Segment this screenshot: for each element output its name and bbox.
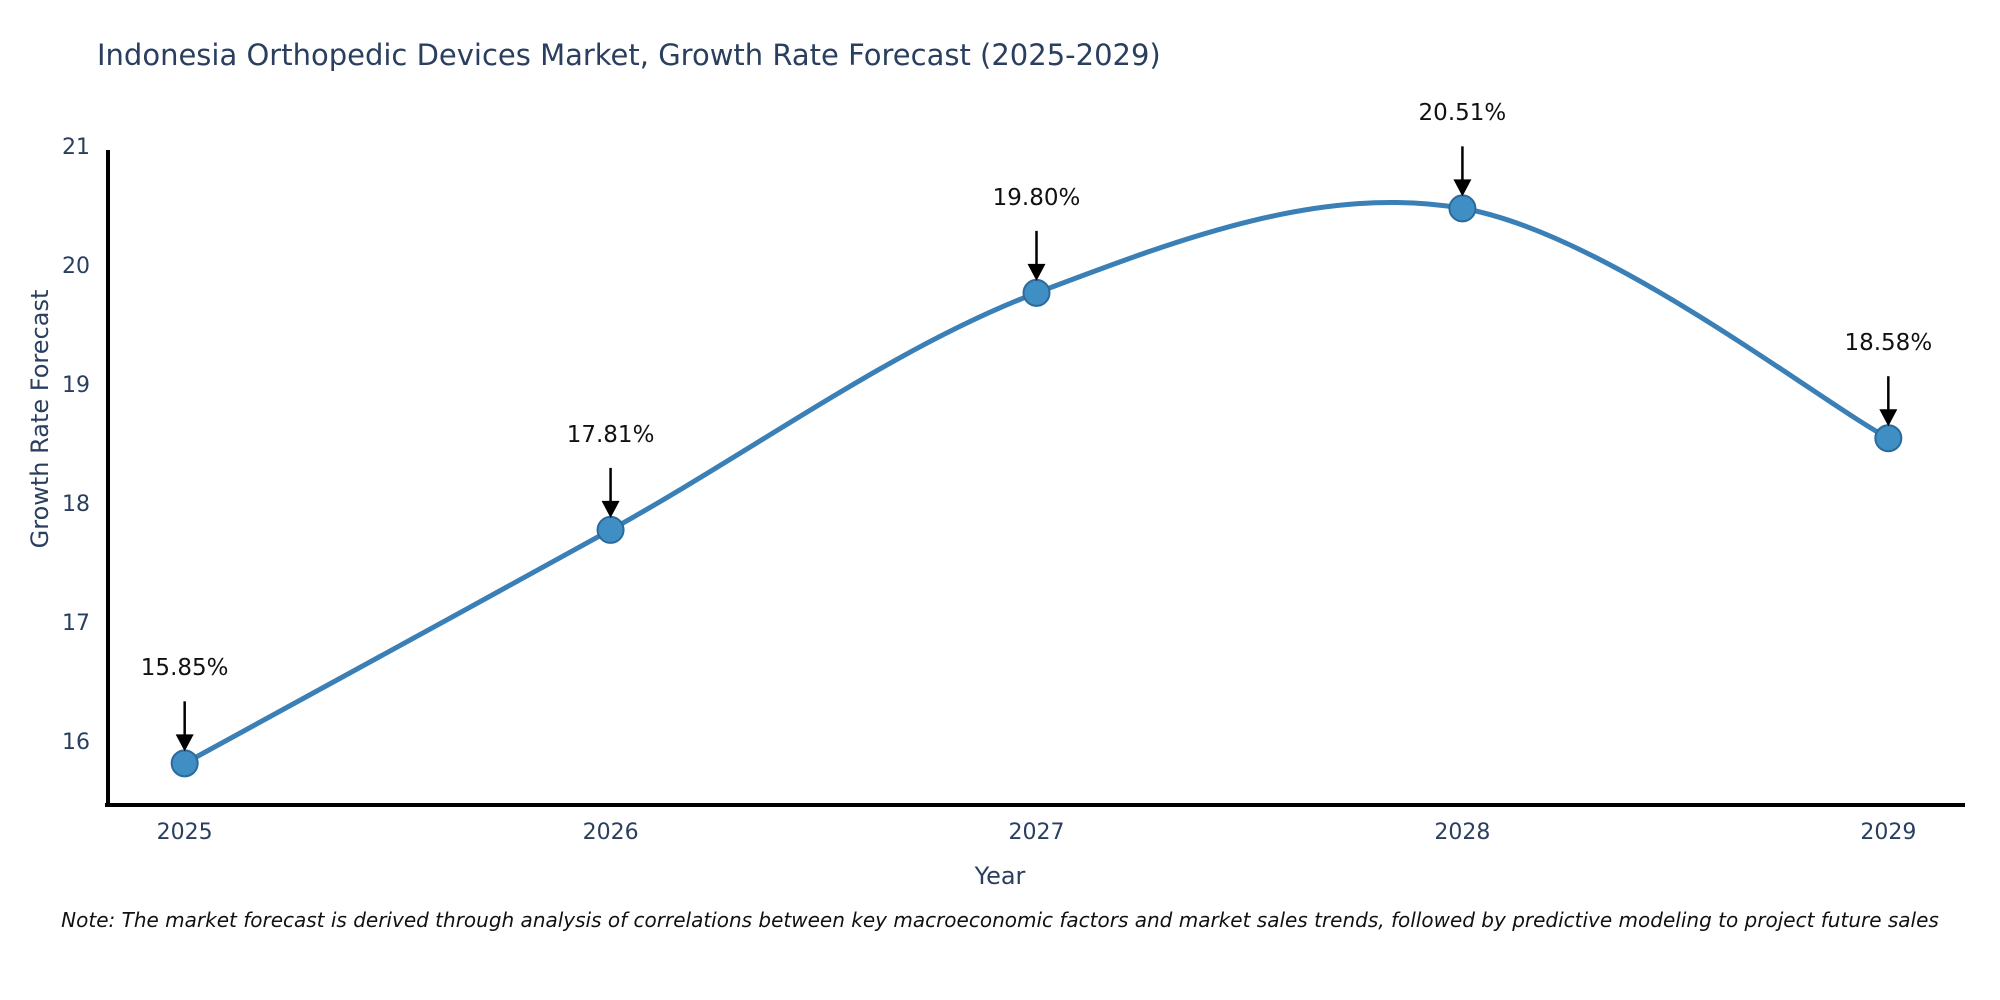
data-point-label: 17.81% <box>566 421 655 448</box>
data-point-marker[interactable] <box>596 515 625 544</box>
chart-footnote: Note: The market forecast is derived thr… <box>61 908 1939 932</box>
y-tick-label: 16 <box>62 730 90 756</box>
y-tick-label: 20 <box>62 254 90 280</box>
annotation-arrow-head <box>175 734 194 752</box>
y-tick-label: 18 <box>62 492 90 518</box>
x-tick-label: 2028 <box>1434 820 1491 845</box>
y-axis-title: Growth Rate Forecast <box>26 289 54 549</box>
data-point-markers <box>170 194 1903 778</box>
data-point-label: 18.58% <box>1844 330 1933 357</box>
x-tick-label: 2025 <box>156 820 213 845</box>
data-point-label: 19.80% <box>992 184 1081 211</box>
data-series-line <box>182 200 1891 766</box>
data-point-marker[interactable] <box>1874 424 1903 453</box>
x-tick-label: 2027 <box>1008 820 1065 845</box>
annotation-arrow-head <box>1027 263 1046 281</box>
annotation-arrow-head <box>1879 409 1898 427</box>
annotation-arrow-head <box>601 500 620 518</box>
y-tick-label: 19 <box>62 373 90 399</box>
x-tick-label: 2026 <box>582 820 639 845</box>
data-point-marker[interactable] <box>1022 278 1051 307</box>
x-axis-title: Year <box>974 862 1026 890</box>
series-line <box>182 200 1891 766</box>
annotation-arrow-head <box>1453 179 1472 197</box>
x-tick-label: 2029 <box>1860 820 1917 845</box>
annotation-arrows <box>175 146 1898 752</box>
data-point-marker[interactable] <box>170 749 199 778</box>
y-tick-label: 21 <box>62 135 90 160</box>
y-tick-label: 17 <box>62 611 90 637</box>
chart-title: Indonesia Orthopedic Devices Market, Gro… <box>97 38 1161 72</box>
data-point-marker[interactable] <box>1448 194 1477 223</box>
data-point-label: 15.85% <box>140 655 229 682</box>
data-point-label: 20.51% <box>1418 100 1507 127</box>
